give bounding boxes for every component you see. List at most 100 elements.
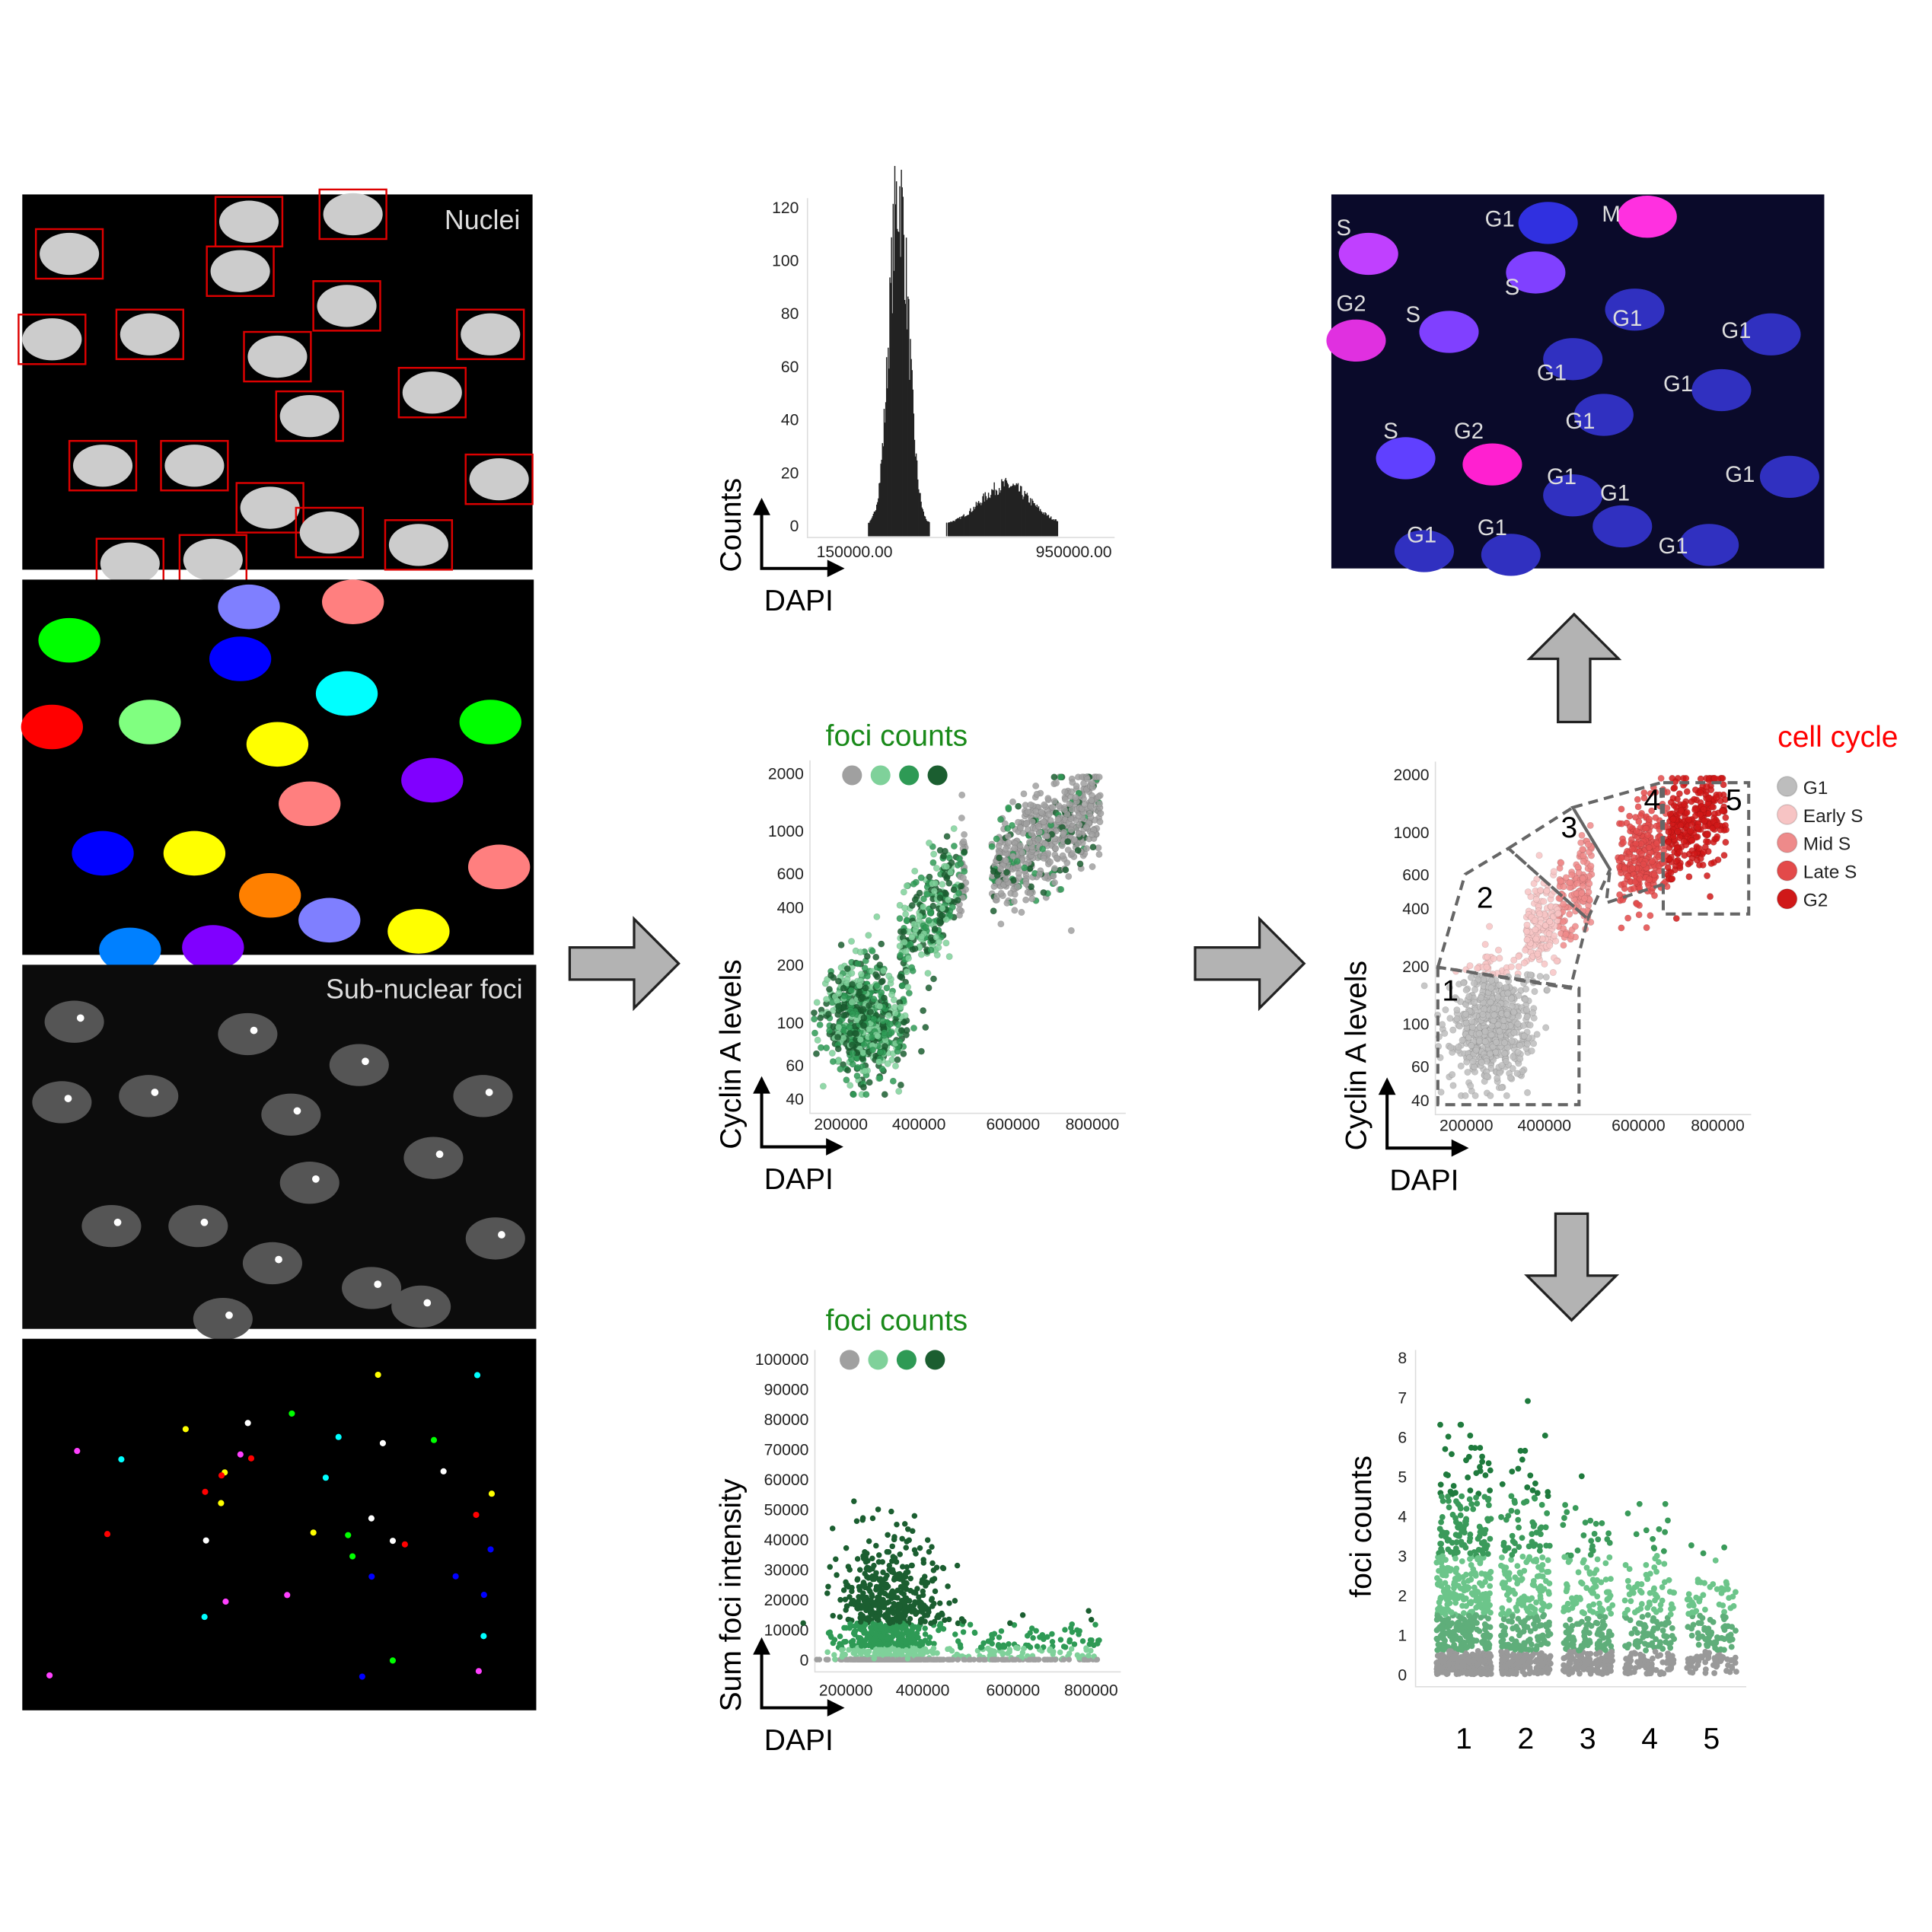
segmented-focus [487, 1546, 494, 1553]
data-point [1086, 1608, 1092, 1614]
data-point [1095, 793, 1102, 801]
data-point [1004, 824, 1012, 832]
data-point [1645, 843, 1653, 852]
histogram-bar [926, 521, 928, 537]
data-point [1052, 844, 1060, 853]
histogram-bar [902, 196, 904, 537]
data-point [996, 815, 1005, 824]
data-point [1016, 842, 1024, 850]
histogram-bar [982, 496, 984, 537]
cell-phase-label: S [1406, 302, 1421, 327]
data-point [1530, 880, 1538, 888]
data-point [1657, 774, 1665, 782]
data-point [925, 839, 933, 847]
data-point [1011, 907, 1019, 914]
data-point [1049, 1638, 1056, 1645]
histogram-bar [905, 238, 907, 537]
data-point [1089, 843, 1097, 851]
y-tick-label: 2000 [768, 765, 804, 783]
data-point [1015, 802, 1022, 810]
data-point [1619, 839, 1628, 846]
data-point [936, 894, 944, 902]
data-point [1446, 1015, 1454, 1022]
data-point [989, 1640, 995, 1647]
data-point [1697, 789, 1704, 797]
data-point [934, 1656, 941, 1663]
histogram-bar [1007, 484, 1009, 537]
data-point [879, 1559, 886, 1565]
nucleus-bounding-box [243, 330, 312, 383]
segmented-nucleus [401, 757, 464, 803]
data-point [950, 824, 958, 833]
data-point [1675, 790, 1683, 798]
segmented-focus [218, 1500, 225, 1506]
x-axis-label: DAPI [764, 585, 834, 617]
data-point [1005, 804, 1012, 811]
data-point [874, 1601, 881, 1607]
histogram-bar [948, 522, 950, 537]
data-point [1086, 802, 1095, 810]
data-point [1551, 932, 1558, 939]
x-tick-label: 400000 [1517, 1117, 1571, 1134]
data-point [1081, 801, 1089, 808]
histogram-bar [1012, 483, 1014, 537]
histogram-bar [911, 370, 913, 537]
data-point [1523, 928, 1531, 936]
data-point [896, 942, 904, 950]
data-point [1034, 1643, 1041, 1650]
data-point [922, 1625, 928, 1631]
histogram-bar [1014, 486, 1015, 537]
y-tick-label: 0 [800, 1652, 809, 1669]
data-point [1524, 888, 1532, 896]
data-point [847, 1621, 853, 1627]
y-tick-label: 0 [1398, 1667, 1407, 1685]
gate-label: 4 [1643, 784, 1660, 817]
segmented-focus [247, 1455, 255, 1462]
legend-label: Late S [1803, 862, 1857, 883]
data-point [1011, 844, 1019, 852]
data-point [1516, 1055, 1524, 1063]
data-point [1036, 871, 1044, 878]
y-tick-label: 70000 [764, 1441, 809, 1459]
segmented-nucleus [246, 722, 309, 767]
data-point [990, 883, 998, 891]
y-axis-label: Sum foci intensity [715, 1478, 748, 1711]
data-point [896, 1038, 904, 1046]
data-point [1669, 815, 1677, 823]
data-point [961, 831, 968, 838]
data-point [1634, 803, 1642, 811]
data-point [995, 842, 1003, 850]
data-point [856, 1583, 862, 1590]
data-point [942, 890, 950, 897]
data-point [861, 1067, 869, 1075]
data-point [1697, 855, 1704, 862]
data-point [1523, 921, 1531, 929]
histogram-bar [917, 479, 919, 537]
data-point [1449, 1082, 1457, 1089]
segmented-focus [389, 1657, 397, 1664]
legend-dot [1776, 832, 1798, 853]
focus-spot [485, 1089, 493, 1096]
data-point [1028, 1625, 1035, 1631]
data-point [933, 864, 940, 872]
data-point [945, 953, 953, 961]
data-point [1088, 1617, 1095, 1623]
segmented-nucleus [298, 897, 361, 943]
y-tick-label: 50000 [764, 1502, 809, 1519]
data-point [901, 1019, 908, 1026]
data-point [996, 1634, 1003, 1640]
segmented-focus [349, 1553, 356, 1560]
data-point [913, 1656, 920, 1663]
nucleus [218, 200, 279, 243]
data-point [1566, 878, 1573, 887]
data-point [1470, 980, 1478, 987]
data-point [864, 1651, 871, 1658]
up-arrow-icon [1526, 612, 1622, 724]
faint-nucleus [465, 1217, 525, 1260]
data-point [1043, 832, 1051, 840]
data-point [948, 859, 955, 866]
data-point [925, 917, 933, 924]
data-point [1082, 845, 1091, 853]
segmented-focus [401, 1541, 408, 1548]
